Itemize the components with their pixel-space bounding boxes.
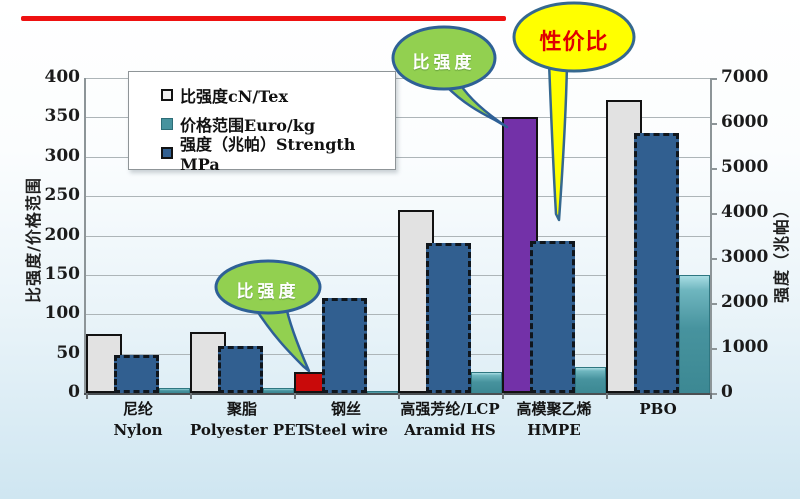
callout-hmpe-label: 比强度 [412, 53, 476, 73]
x-tickmark-0 [86, 393, 88, 399]
x-tickmark-2 [294, 393, 296, 399]
callout-value-bubble [512, 1, 636, 73]
bar-steel-wire-strength-mpa [322, 297, 367, 393]
category-label-en: HMPE [527, 421, 581, 439]
gridline-300 [86, 156, 710, 158]
right-axis-title: 强度（兆帕） [772, 201, 791, 304]
bar-pbo-price-range [679, 274, 710, 393]
legend-marker-specific-strength-icon [161, 88, 173, 101]
x-tickmark-4 [502, 393, 504, 399]
category-label-zh: 尼纶 [122, 400, 153, 418]
left-tick-0: 0 [68, 382, 80, 402]
left-axis-line [84, 78, 86, 395]
bar-aramid-hs-strength-mpa [426, 243, 471, 393]
legend: 比强度cN/Tex 价格范围Euro/kg 强度（兆帕）Strength MPa [128, 71, 396, 174]
gridline-250 [86, 196, 710, 198]
left-tick-300: 300 [44, 145, 81, 166]
left-tick-350: 350 [44, 106, 81, 127]
right-tickmark-2000 [710, 303, 717, 305]
right-tickmark-4000 [710, 213, 717, 215]
right-tick-2000: 2000 [721, 292, 769, 312]
bar-polyester-pet-price-range [263, 388, 294, 393]
legend-marker-price-range-icon [161, 117, 173, 130]
category-label-3: 高强芳纶/LCP Aramid HS [398, 399, 502, 441]
title-underline-rule [21, 16, 506, 21]
category-label-1: 聚脂 Polyester PET [190, 399, 307, 441]
right-tick-3000: 3000 [721, 247, 769, 267]
right-tickmark-3000 [710, 258, 717, 260]
category-label-en: Aramid HS [404, 421, 496, 439]
category-label-zh: 钢丝 [330, 400, 361, 418]
x-tickmark-5 [606, 393, 608, 399]
left-tick-400: 400 [44, 67, 81, 87]
right-axis-line [710, 78, 712, 395]
chart-plot-area [84, 78, 712, 395]
legend-label-specific-strength: 比强度cN/Tex [180, 86, 289, 106]
category-label-5: PBO [606, 399, 710, 420]
category-label-2: 钢丝 Steel wire [294, 399, 398, 441]
right-tick-1000: 1000 [721, 337, 769, 357]
left-tick-100: 100 [44, 303, 81, 324]
category-label-0: 尼纶 Nylon [86, 399, 190, 441]
left-tick-50: 50 [56, 342, 80, 363]
bar-pbo-strength-mpa [634, 132, 679, 393]
bar-hmpe-price-range [575, 367, 606, 393]
right-tickmark-0 [710, 393, 717, 395]
gridline-350 [86, 117, 710, 119]
category-label-4: 高模聚乙烯 HMPE [502, 399, 606, 441]
right-tickmark-7000 [710, 78, 717, 80]
left-tick-200: 200 [44, 224, 81, 245]
left-tick-150: 150 [44, 263, 81, 284]
callout-value-label: 性价比 [539, 30, 609, 55]
left-axis-title: 比强度/价格范围 [24, 177, 43, 303]
category-label-zh: 高模聚乙烯 [516, 400, 592, 418]
category-label-zh: 聚脂 [226, 400, 257, 418]
right-tickmark-1000 [710, 348, 717, 350]
legend-item-strength: 强度（兆帕）Strength MPa [161, 135, 395, 174]
category-label-en: Nylon [113, 421, 163, 439]
bar-steel-wire-specific-strength [294, 371, 330, 393]
right-tick-7000: 7000 [721, 67, 769, 87]
legend-label-strength: 强度（兆帕）Strength MPa [180, 135, 356, 174]
bar-nylon-price-range [159, 388, 190, 393]
legend-item-price-range: 价格范围Euro/kg [161, 109, 395, 138]
left-tick-250: 250 [44, 185, 81, 206]
right-tick-6000: 6000 [721, 112, 769, 132]
right-tick-5000: 5000 [721, 157, 769, 177]
x-tickmark-3 [398, 393, 400, 399]
bar-polyester-pet-strength-mpa [218, 345, 263, 393]
category-label-zh: 高强芳纶/LCP [400, 400, 500, 418]
category-label-en: Polyester PET [190, 421, 307, 439]
legend-marker-strength-icon [161, 146, 173, 159]
category-label-zh: PBO [639, 400, 677, 418]
legend-label-price-range: 价格范围Euro/kg [180, 115, 316, 135]
x-tickmark-1 [190, 393, 192, 399]
right-tick-0: 0 [721, 382, 733, 402]
right-tick-4000: 4000 [721, 202, 769, 222]
bar-aramid-hs-price-range [471, 371, 502, 393]
legend-item-specific-strength: 比强度cN/Tex [161, 80, 395, 109]
category-label-en: Steel wire [304, 421, 388, 439]
x-tickmark-6 [710, 393, 712, 399]
right-tickmark-5000 [710, 168, 717, 170]
right-tickmark-6000 [710, 123, 717, 125]
bar-hmpe-strength-mpa [530, 240, 575, 393]
bar-steel-wire-price-range [367, 391, 398, 393]
bar-nylon-strength-mpa [114, 354, 159, 393]
